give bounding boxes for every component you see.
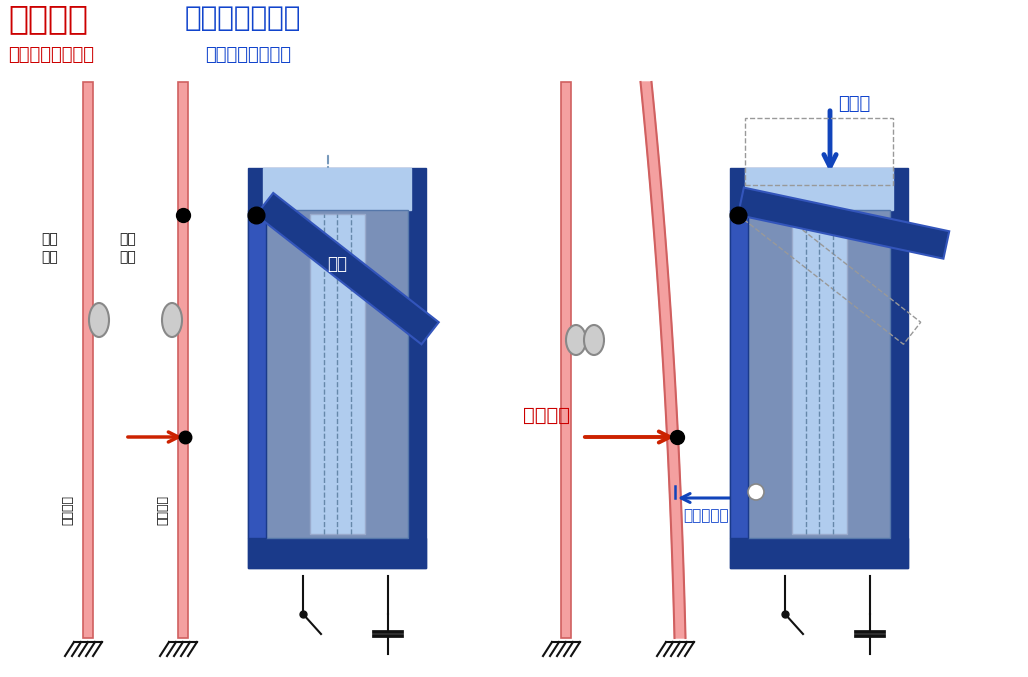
Text: 電磁力: 電磁力 xyxy=(838,95,871,113)
Text: ばね構造: ばね構造 xyxy=(8,2,88,35)
Bar xyxy=(730,168,908,568)
Bar xyxy=(248,538,426,568)
Bar xyxy=(561,82,571,638)
Text: 可動ばね: 可動ばね xyxy=(156,495,170,525)
Bar xyxy=(745,118,893,185)
Bar xyxy=(266,210,408,538)
Bar xyxy=(730,210,748,538)
Polygon shape xyxy=(256,193,439,345)
Text: 可動
接点: 可動 接点 xyxy=(119,232,137,264)
Bar xyxy=(745,168,893,210)
Ellipse shape xyxy=(566,325,586,355)
Ellipse shape xyxy=(89,303,109,337)
Text: コーE: コーE xyxy=(252,364,262,384)
Bar xyxy=(792,214,846,534)
Bar xyxy=(178,82,188,638)
Text: （電磁石、鉄片）: （電磁石、鉄片） xyxy=(205,46,291,64)
Polygon shape xyxy=(738,188,949,259)
Text: 押し込み量: 押し込み量 xyxy=(684,508,729,523)
Text: ばね反力: ばね反力 xyxy=(523,406,570,425)
Ellipse shape xyxy=(162,303,182,337)
Bar xyxy=(730,538,908,568)
Bar xyxy=(748,210,890,538)
Bar xyxy=(309,214,365,534)
Bar xyxy=(83,82,93,638)
Bar xyxy=(248,168,426,568)
Text: 固定ばね: 固定ばね xyxy=(62,495,74,525)
Circle shape xyxy=(748,484,764,500)
Text: 固定
接点: 固定 接点 xyxy=(41,232,59,264)
Text: 鉄片: 鉄片 xyxy=(327,255,347,273)
Text: 鉄芯: 鉄芯 xyxy=(328,383,346,398)
Text: （板バネ、接点）: （板バネ、接点） xyxy=(8,46,94,64)
Text: コイル: コイル xyxy=(376,416,404,431)
Ellipse shape xyxy=(584,325,604,355)
Text: アクチュエータ: アクチュエータ xyxy=(185,4,301,32)
Polygon shape xyxy=(640,82,686,638)
Bar xyxy=(248,210,266,538)
Bar xyxy=(263,168,411,210)
